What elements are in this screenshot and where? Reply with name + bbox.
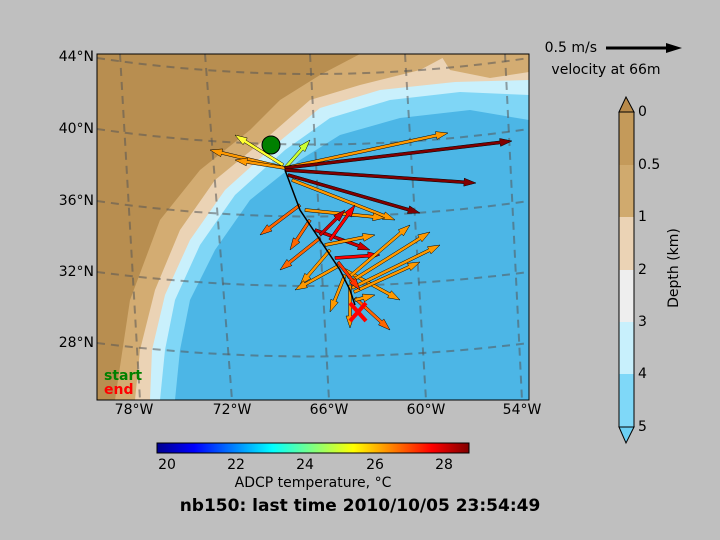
- velocity-arrow: [351, 244, 441, 290]
- lat-label: 32°N: [59, 264, 94, 280]
- colorbar-segment: [619, 270, 634, 322]
- velocity-arrow: [287, 173, 421, 214]
- colorbar-tick: 0: [638, 104, 647, 120]
- colorbar-tick: 2: [638, 262, 647, 278]
- velocity-arrows: [209, 131, 513, 331]
- scale-label: 0.5 m/s: [545, 40, 597, 56]
- velocity-arrow: [284, 168, 477, 187]
- lon-label: 60°W: [407, 402, 446, 418]
- colorbar-tick: 0.5: [638, 157, 660, 173]
- colorbar-tick: 3: [638, 314, 647, 330]
- colorbar-label: ADCP temperature, °C: [235, 475, 392, 491]
- colorbar-segment: [619, 322, 634, 374]
- velocity-arrow: [284, 138, 513, 170]
- velocity-arrow: [318, 209, 346, 237]
- velocity-arrow: [353, 261, 421, 294]
- track: [284, 169, 356, 306]
- colorbar-tick: 22: [227, 457, 245, 473]
- velocity-arrow: [346, 224, 411, 280]
- temperature-colorbar: 20 22 24 26 28 ADCP temperature, °C: [156, 442, 470, 491]
- end-marker: [348, 301, 368, 323]
- scale-caption: velocity at 66m: [551, 62, 660, 78]
- grid-line: [309, 54, 330, 400]
- velocity-arrow: [259, 203, 302, 236]
- velocity-arrow: [336, 260, 361, 291]
- grid-line: [97, 200, 529, 218]
- colorbar-tick: 5: [638, 419, 647, 435]
- colorbar-tick: 28: [435, 457, 453, 473]
- land: [97, 54, 360, 400]
- colorbar-gradient: [156, 442, 470, 454]
- grid-line: [97, 57, 529, 75]
- lon-label: 72°W: [213, 402, 252, 418]
- velocity-arrow: [348, 231, 431, 284]
- legend-end: end: [104, 382, 133, 398]
- velocity-arrow: [279, 236, 322, 271]
- lon-label: 66°W: [310, 402, 349, 418]
- scale-arrow-head: [666, 43, 682, 53]
- grid-line: [97, 342, 529, 358]
- grid-line: [119, 54, 141, 400]
- lon-label: 54°W: [503, 402, 542, 418]
- colorbar-segment: [619, 217, 634, 270]
- colorbar-segment: [619, 165, 634, 217]
- map-area: start end: [97, 54, 529, 400]
- velocity-arrow: [234, 134, 285, 167]
- grid-line: [204, 54, 233, 400]
- depth-colorbar: 0 0.5 1 2 3 4 5 Depth (km): [618, 95, 682, 445]
- velocity-arrow: [304, 208, 386, 222]
- colorbar-tick: 1: [638, 209, 647, 225]
- lat-label: 40°N: [59, 121, 94, 137]
- colorbar-label: Depth (km): [666, 228, 682, 308]
- grid-line: [97, 128, 529, 146]
- lat-label: 28°N: [59, 335, 94, 351]
- velocity-arrow: [284, 131, 449, 170]
- colorbar-tick: 4: [638, 366, 647, 382]
- colorbar-tick: 20: [158, 457, 176, 473]
- velocity-arrow: [328, 204, 356, 242]
- lon-label: 78°W: [115, 402, 154, 418]
- title: nb150: last time 2010/10/05 23:54:49: [180, 496, 541, 516]
- colorbar-segment: [619, 112, 634, 165]
- legend-start: start: [104, 368, 142, 384]
- velocity-arrow: [283, 139, 311, 170]
- velocity-arrow: [294, 263, 342, 291]
- colorbar-frame: [618, 111, 635, 428]
- start-marker: [261, 135, 281, 155]
- velocity-arrow: [334, 251, 381, 261]
- map-frame: [96, 53, 530, 401]
- colorbar-tick: 24: [296, 457, 314, 473]
- velocity-arrow: [354, 293, 376, 303]
- velocity-arrow: [234, 157, 286, 170]
- velocity-arrow: [324, 233, 376, 247]
- grid-line: [504, 54, 523, 400]
- velocity-arrow: [299, 248, 332, 286]
- colorbar-segment: [619, 374, 634, 427]
- grid-line: [404, 54, 427, 400]
- lat-label: 44°N: [59, 49, 94, 65]
- lat-label: 36°N: [59, 193, 94, 209]
- colorbar-tick: 26: [366, 457, 384, 473]
- grid-line: [97, 271, 529, 287]
